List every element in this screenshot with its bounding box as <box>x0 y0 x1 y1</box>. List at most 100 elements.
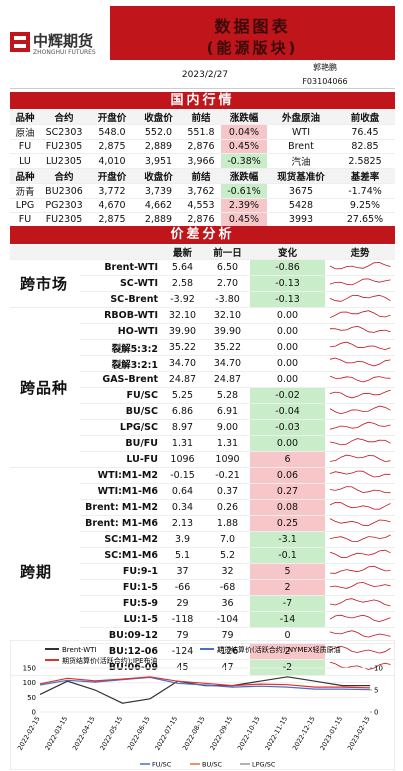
cell: WTI <box>267 124 335 140</box>
cell: -0.61% <box>221 183 267 199</box>
sparkline-path <box>329 661 391 670</box>
cell: 2,876 <box>181 212 221 227</box>
legend-label: LPG/SC <box>252 761 276 769</box>
latest: 8.97 <box>160 419 205 436</box>
header-cell: 前结 <box>181 110 221 125</box>
x-tick-label: 2022-08-15 <box>181 715 207 752</box>
sparkline <box>329 357 391 367</box>
x-tick-label: 2022-11-15 <box>263 715 289 752</box>
title: 数据图表 <box>214 17 291 36</box>
change: 0.27 <box>250 483 325 500</box>
change: -0.02 <box>250 387 325 404</box>
legend-label: FU/SC <box>152 761 172 769</box>
header-row: 品种 合约 开盘价 收盘价 前结 涨跌幅 现货基准价 基差率 <box>10 168 395 184</box>
change: 0.00 <box>250 355 325 372</box>
cell: 2.5825 <box>335 153 395 169</box>
change: -0.13 <box>250 275 325 292</box>
cell: -1.74% <box>335 183 395 199</box>
row: BU:12-06 -124 -126 2 <box>10 643 395 660</box>
sparkline <box>329 581 391 589</box>
spread-name: FU:5-9 <box>80 595 160 612</box>
sparkline-path <box>329 294 391 302</box>
legend-label: BU/SC <box>202 761 223 769</box>
logo: 中辉期货 ZHONGHUI FUTURES <box>10 30 106 64</box>
sparkline <box>329 645 391 654</box>
change: 2 <box>250 643 325 660</box>
sparkline <box>329 278 391 286</box>
prev: 39.90 <box>205 323 250 340</box>
cell: PG2303 <box>40 198 88 213</box>
cell: 82.85 <box>335 139 395 154</box>
change: 0.00 <box>250 323 325 340</box>
prev: 6.91 <box>205 403 250 420</box>
date: 2023/2/27 <box>181 70 229 80</box>
sparkline <box>329 614 391 623</box>
sparkline-path <box>329 341 391 351</box>
prev: 5.28 <box>205 387 250 404</box>
sparkline <box>329 598 391 607</box>
spread-name: Brent: M1-M2 <box>80 499 160 516</box>
row: 跨市场 Brent-WTI 5.64 6.50 -0.86 <box>10 259 395 308</box>
row: FU:1-5 -66 -68 2 <box>10 579 395 596</box>
cell: 3675 <box>267 183 335 199</box>
latest: 35.22 <box>160 339 205 356</box>
x-tick-label: 2022-07-15 <box>153 715 179 752</box>
sparkline <box>329 262 391 270</box>
spread-name: Brent-WTI <box>80 259 160 276</box>
row: FU:9-1 37 32 5 <box>10 563 395 580</box>
trend-cell <box>325 275 395 292</box>
prev: -3.80 <box>205 291 250 308</box>
cell: LPG <box>10 198 40 213</box>
sparkline <box>329 294 391 302</box>
header-cell: 前收盘 <box>335 110 395 125</box>
cell: 4,670 <box>88 198 136 213</box>
legend-label: 期货结算价(活跃合约):IPE布油 <box>62 656 158 665</box>
header-cell: 现货基准价 <box>267 168 335 184</box>
spread-name: 裂解5:3:2 <box>80 339 160 356</box>
trend-cell <box>325 355 395 372</box>
cell: 27.65% <box>335 212 395 227</box>
chart: Brent-WTI 期货结算价(活跃合约):NYMEX轻质原油期货结算价(活跃合约… <box>10 640 395 770</box>
row: FU FU2305 2,875 2,889 2,876 0.45% 3993 27.65% <box>10 212 395 227</box>
y2-tick-label: 5 <box>374 687 378 695</box>
cell: FU <box>10 139 40 154</box>
sparkline <box>329 454 391 462</box>
latest: 32.10 <box>160 307 205 324</box>
trend-cell <box>325 435 395 452</box>
spread-name: LPG/SC <box>80 419 160 436</box>
sparkline <box>329 565 391 574</box>
trend-cell <box>325 579 395 596</box>
sparkline-path <box>329 614 391 623</box>
sparkline <box>329 549 391 559</box>
group-label: 跨期 <box>10 467 80 676</box>
header-cell: 走势 <box>325 245 395 260</box>
spread-name: WTI:M1-M2 <box>80 467 160 484</box>
legend-label: 期货结算价(活跃合约):NYMEX轻质原油 <box>217 645 341 654</box>
sparkline-path <box>329 389 391 399</box>
prev: 0.37 <box>205 483 250 500</box>
spread-name: BU/FU <box>80 435 160 452</box>
cell: SC2303 <box>40 124 88 140</box>
row: WTI:M1-M6 0.64 0.37 0.27 <box>10 483 395 500</box>
prev: 7.0 <box>205 531 250 548</box>
cell: Brent <box>267 139 335 154</box>
row: FU/SC 5.25 5.28 -0.02 <box>10 387 395 404</box>
sparkline-path <box>329 501 391 510</box>
prev: 34.70 <box>205 355 250 372</box>
sparkline <box>329 661 391 670</box>
change: -0.04 <box>250 403 325 420</box>
sparkline-path <box>329 598 391 607</box>
sparkline-path <box>329 565 391 574</box>
y-tick-label: 150 <box>23 665 36 673</box>
x-tick-label: 2022-12-15 <box>291 715 317 752</box>
trend-cell <box>325 611 395 628</box>
latest: 5.64 <box>160 259 205 276</box>
y-tick-label: 50 <box>27 694 36 702</box>
row: 裂解3:2:1 34.70 34.70 0.00 <box>10 355 395 372</box>
cell: 原油 <box>10 124 40 140</box>
cell: 0.45% <box>221 139 267 154</box>
spread-name: RBOB-WTI <box>80 307 160 324</box>
sparkline <box>329 375 391 383</box>
spread-name: FU:1-5 <box>80 579 160 596</box>
cell: -0.38% <box>221 153 267 169</box>
